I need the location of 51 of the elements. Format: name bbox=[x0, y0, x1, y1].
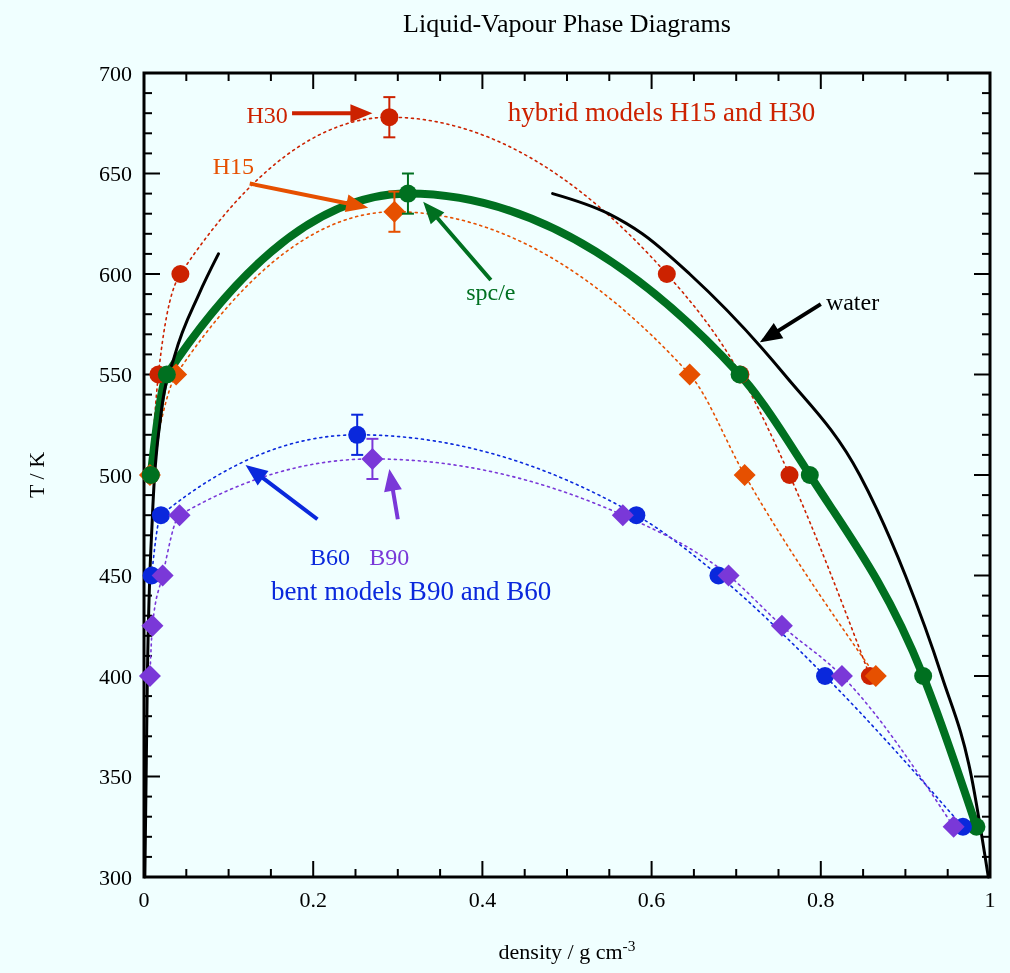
point bbox=[157, 365, 176, 384]
point bbox=[141, 614, 164, 637]
x-tick-label: 0.8 bbox=[807, 887, 835, 912]
y-tick-label: 500 bbox=[99, 462, 132, 488]
point bbox=[733, 464, 756, 486]
point bbox=[348, 425, 367, 444]
point bbox=[830, 665, 853, 687]
x-tick-label: 0.2 bbox=[299, 887, 327, 912]
annotation: H15 bbox=[212, 152, 254, 179]
x-tick-label: 0 bbox=[138, 887, 150, 912]
y-tick-label: 400 bbox=[99, 663, 132, 689]
x-tick-label: 0.6 bbox=[637, 887, 666, 912]
point bbox=[151, 564, 174, 587]
point bbox=[864, 665, 887, 687]
point bbox=[138, 665, 161, 687]
point bbox=[914, 667, 933, 685]
y-tick-label: 550 bbox=[99, 362, 132, 388]
point bbox=[657, 265, 676, 283]
point bbox=[171, 265, 190, 283]
annotation: B90 bbox=[369, 544, 410, 571]
y-tick-label: 350 bbox=[99, 764, 132, 790]
point bbox=[816, 667, 835, 685]
point bbox=[770, 614, 793, 637]
point bbox=[942, 815, 965, 838]
x-tick-label: 1 bbox=[984, 887, 996, 912]
annotation: water bbox=[825, 289, 880, 316]
y-tick-label: 300 bbox=[99, 864, 132, 890]
y-tick-label: 600 bbox=[99, 261, 132, 287]
point bbox=[361, 447, 384, 470]
y-axis-title: T / K bbox=[24, 451, 49, 499]
point bbox=[611, 504, 634, 527]
x-axis-title: density / g cm$^{-3}$ bbox=[498, 936, 636, 964]
annotation: bent models B90 and B60 bbox=[270, 575, 552, 606]
point bbox=[800, 466, 819, 484]
point bbox=[380, 108, 399, 127]
point bbox=[168, 504, 191, 527]
y-tick-label: 650 bbox=[99, 161, 132, 187]
point bbox=[151, 506, 170, 525]
annotation: H30 bbox=[246, 102, 288, 129]
annotation: B60 bbox=[310, 544, 351, 571]
y-tick-label: 450 bbox=[99, 563, 132, 589]
point bbox=[780, 466, 799, 484]
point bbox=[678, 363, 701, 386]
point bbox=[383, 200, 406, 223]
y-tick-label: 700 bbox=[99, 60, 132, 86]
x-tick-label: 0.4 bbox=[468, 887, 497, 912]
chart-title: Liquid-Vapour Phase Diagrams bbox=[403, 9, 731, 38]
point bbox=[717, 564, 740, 587]
annotation: spc/e bbox=[466, 279, 516, 306]
point bbox=[398, 184, 417, 203]
annotation: hybrid models H15 and H30 bbox=[507, 97, 816, 128]
